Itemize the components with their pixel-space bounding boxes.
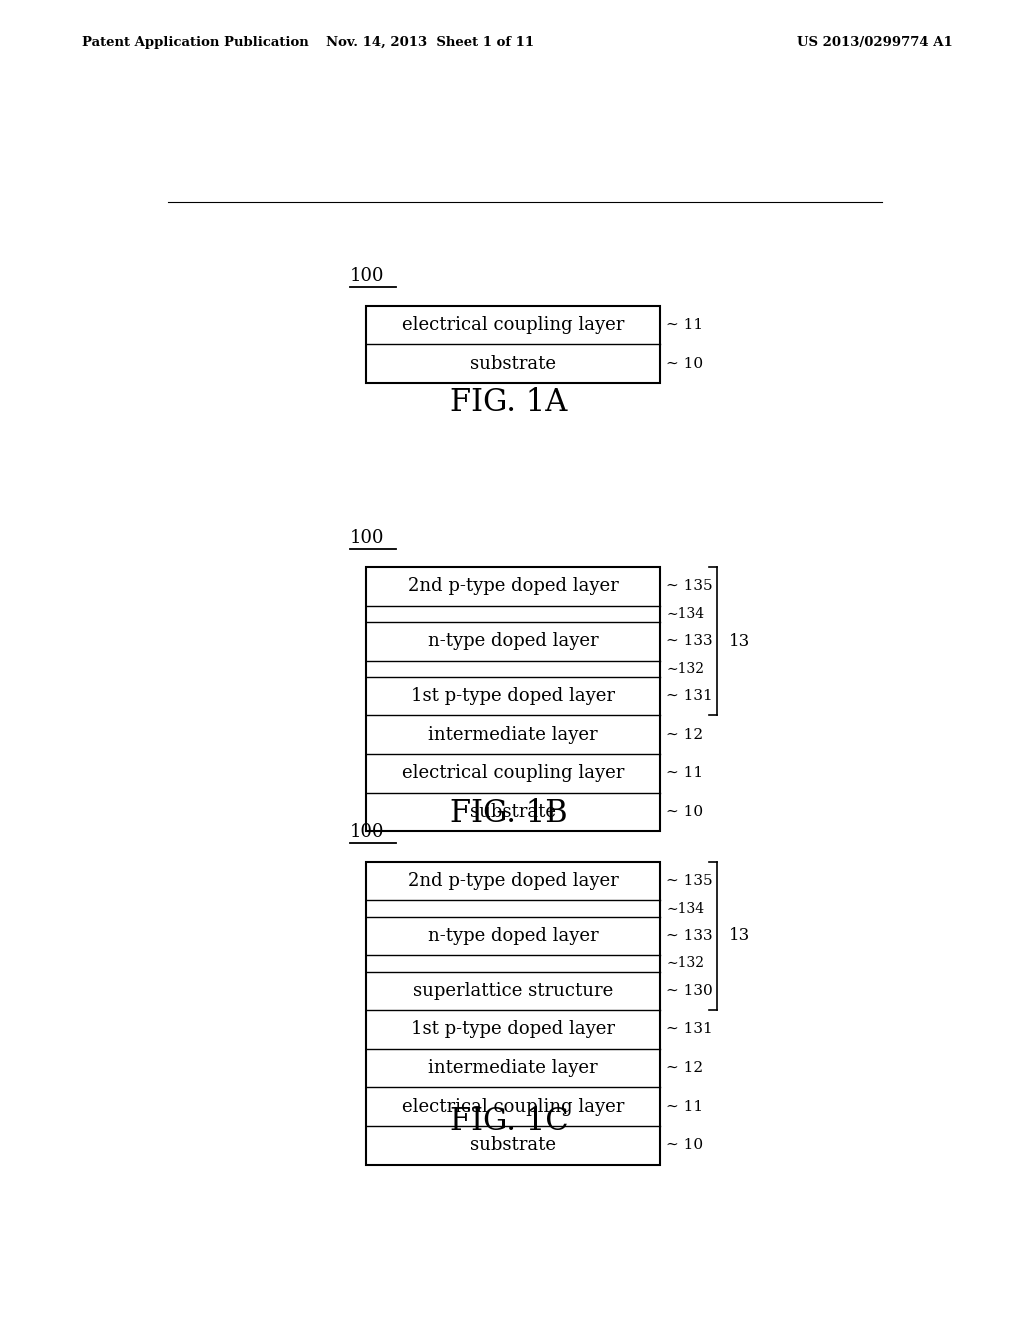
Text: 1st p-type doped layer: 1st p-type doped layer: [411, 688, 614, 705]
Text: ∼ 135: ∼ 135: [666, 579, 713, 593]
Text: 1st p-type doped layer: 1st p-type doped layer: [411, 1020, 614, 1039]
Text: FIG. 1B: FIG. 1B: [451, 799, 567, 829]
Text: electrical coupling layer: electrical coupling layer: [401, 764, 624, 783]
Text: intermediate layer: intermediate layer: [428, 726, 598, 743]
Text: intermediate layer: intermediate layer: [428, 1059, 598, 1077]
Text: substrate: substrate: [470, 355, 556, 372]
Text: 100: 100: [350, 824, 385, 841]
Text: ∼ 133: ∼ 133: [666, 929, 713, 942]
Text: ∼ 11: ∼ 11: [666, 767, 703, 780]
Text: ∼132: ∼132: [666, 957, 705, 970]
Text: ∼ 10: ∼ 10: [666, 356, 703, 371]
Text: Nov. 14, 2013  Sheet 1 of 11: Nov. 14, 2013 Sheet 1 of 11: [326, 36, 535, 49]
Text: 100: 100: [350, 268, 385, 285]
Text: FIG. 1C: FIG. 1C: [450, 1106, 568, 1138]
Bar: [367, 862, 659, 1164]
Text: ∼ 10: ∼ 10: [666, 1138, 703, 1152]
Text: n-type doped layer: n-type doped layer: [428, 632, 598, 651]
Text: ∼ 11: ∼ 11: [666, 1100, 703, 1114]
Bar: [367, 306, 659, 383]
Text: electrical coupling layer: electrical coupling layer: [401, 1098, 624, 1115]
Text: electrical coupling layer: electrical coupling layer: [401, 315, 624, 334]
Text: ∼ 11: ∼ 11: [666, 318, 703, 333]
Text: ∼ 130: ∼ 130: [666, 983, 713, 998]
Text: FIG. 1A: FIG. 1A: [451, 387, 567, 418]
Text: superlattice structure: superlattice structure: [413, 982, 613, 999]
Text: ∼ 12: ∼ 12: [666, 1061, 703, 1074]
Text: Patent Application Publication: Patent Application Publication: [82, 36, 308, 49]
Text: 2nd p-type doped layer: 2nd p-type doped layer: [408, 577, 618, 595]
Text: 2nd p-type doped layer: 2nd p-type doped layer: [408, 873, 618, 890]
Bar: [367, 568, 659, 832]
Text: ∼ 12: ∼ 12: [666, 727, 703, 742]
Text: substrate: substrate: [470, 803, 556, 821]
Text: ∼ 131: ∼ 131: [666, 689, 713, 704]
Text: substrate: substrate: [470, 1137, 556, 1154]
Text: 100: 100: [350, 529, 385, 546]
Text: ∼134: ∼134: [666, 607, 705, 620]
Text: ∼ 131: ∼ 131: [666, 1023, 713, 1036]
Text: n-type doped layer: n-type doped layer: [428, 927, 598, 945]
Text: ∼ 10: ∼ 10: [666, 805, 703, 818]
Text: ∼134: ∼134: [666, 902, 705, 916]
Text: ∼132: ∼132: [666, 661, 705, 676]
Text: ∼ 133: ∼ 133: [666, 634, 713, 648]
Text: 13: 13: [729, 632, 750, 649]
Text: US 2013/0299774 A1: US 2013/0299774 A1: [797, 36, 952, 49]
Text: 13: 13: [729, 928, 750, 944]
Text: ∼ 135: ∼ 135: [666, 874, 713, 888]
